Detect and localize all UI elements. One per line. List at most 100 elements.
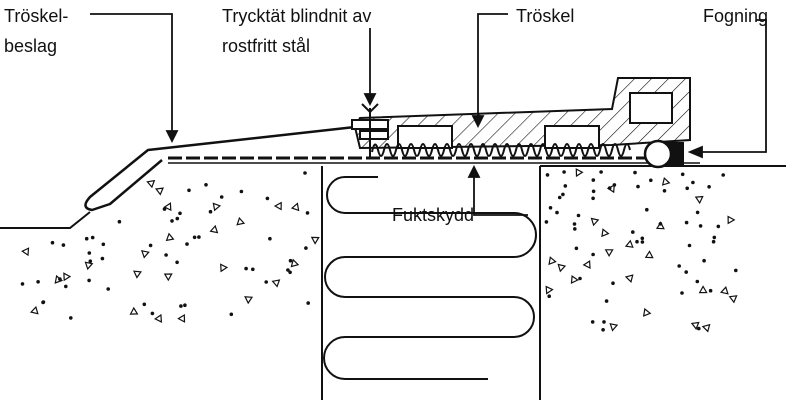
gravel-dot <box>707 185 711 189</box>
gravel-stone <box>548 256 557 266</box>
label-fuktskydd: Fuktskydd <box>392 205 474 225</box>
gravel-dot <box>306 301 311 305</box>
gravel-dot <box>305 211 310 215</box>
gravel-dot <box>698 224 703 228</box>
gravel-stone <box>244 296 254 305</box>
gravel-dot <box>572 222 577 226</box>
gravel-dot <box>548 206 553 210</box>
gravel-dot <box>303 171 307 175</box>
threshold-cavity-right <box>629 92 673 124</box>
gravel-dot <box>631 230 635 234</box>
gravel-stone <box>606 184 615 194</box>
threshold-fitting <box>84 125 356 212</box>
gravel-stone <box>642 307 652 317</box>
gravel-dot <box>64 284 68 289</box>
label-troskel: Tröskel <box>516 6 574 26</box>
gravel-dot <box>197 235 201 239</box>
gravel-dot <box>36 280 40 284</box>
gravel-stone <box>140 249 150 259</box>
gravel-dot <box>208 209 213 214</box>
gravel-dot <box>591 189 596 194</box>
gravel-dot <box>590 320 595 324</box>
gravel-dot <box>684 270 688 274</box>
gravel-dot <box>635 239 639 244</box>
gravel-dot <box>286 268 290 272</box>
gravel-dot <box>604 299 609 303</box>
gravel-stone <box>63 272 72 282</box>
gravel-dot <box>20 282 25 286</box>
gravel-fill <box>20 168 738 333</box>
label-fogning: Fogning <box>703 6 768 26</box>
gravel-dot <box>680 291 684 295</box>
gravel-dot <box>578 276 582 281</box>
gravel-stone <box>163 273 173 282</box>
ground-surface <box>0 165 786 400</box>
gravel-dot <box>721 173 725 177</box>
gravel-stone <box>727 215 736 225</box>
gravel-stone <box>624 274 634 283</box>
gravel-dot <box>251 267 255 272</box>
gravel-dot <box>69 316 73 320</box>
gravel-dot <box>179 304 183 308</box>
gravel-dot <box>591 178 596 182</box>
gravel-dot <box>662 189 667 193</box>
gravel-stone <box>290 202 300 212</box>
gravel-stone <box>271 279 281 288</box>
gravel-dot <box>264 280 269 284</box>
gravel-dot <box>265 196 270 201</box>
label-blindnit-1: Trycktät blindnit av <box>222 6 371 26</box>
gravel-dot <box>591 252 595 257</box>
gravel-dot <box>711 239 716 244</box>
gravel-stone <box>575 168 584 178</box>
gravel-dot <box>288 258 293 263</box>
gravel-stone <box>154 187 164 196</box>
gravel-stone <box>690 321 700 331</box>
gravel-dot <box>268 236 272 241</box>
gravel-stone <box>655 221 665 230</box>
gravel-dot <box>90 235 95 240</box>
gravel-dot <box>716 224 721 229</box>
gravel-stone <box>557 263 567 273</box>
gravel-dot <box>697 326 701 331</box>
gravel-stone <box>590 217 600 227</box>
gravel-dot <box>640 240 645 244</box>
gravel-stone <box>21 247 30 257</box>
gravel-dot <box>702 258 706 263</box>
gravel-dot <box>178 211 182 216</box>
label-troskelbeslag-1: Tröskel- <box>4 6 68 26</box>
gravel-dot <box>100 256 105 261</box>
gravel-dot <box>547 294 551 299</box>
gravel-stone <box>719 286 729 295</box>
gravel-stone <box>609 323 619 332</box>
gravel-dot <box>708 288 713 293</box>
gravel-dot <box>101 242 106 247</box>
leader-lines <box>90 13 767 216</box>
gravel-stone <box>624 239 634 248</box>
gravel-dot <box>229 312 234 317</box>
gravel-dot <box>695 210 700 215</box>
gravel-stone <box>545 285 554 295</box>
gravel-dot <box>685 186 689 191</box>
gravel-stone <box>694 195 704 205</box>
gravel-dot <box>288 270 292 275</box>
gravel-dot <box>192 235 197 240</box>
gravel-stone <box>84 261 94 271</box>
gravel-dot <box>170 219 174 223</box>
gravel-dot <box>61 243 66 247</box>
gravel-stone <box>698 285 708 294</box>
gravel-dot <box>636 184 640 189</box>
gravel-dot <box>574 246 579 251</box>
label-troskelbeslag-2: beslag <box>4 36 57 56</box>
gravel-stone <box>220 263 229 273</box>
gravel-dot <box>591 196 595 201</box>
gravel-stone <box>209 224 219 234</box>
gravel-stone <box>212 202 222 212</box>
gravel-stone <box>582 260 591 270</box>
gravel-dot <box>562 170 566 174</box>
gravel-dot <box>695 279 700 284</box>
gravel-stone <box>570 275 579 284</box>
gravel-dot <box>41 300 45 305</box>
gravel-dot <box>545 173 550 177</box>
gravel-dot <box>640 236 645 241</box>
